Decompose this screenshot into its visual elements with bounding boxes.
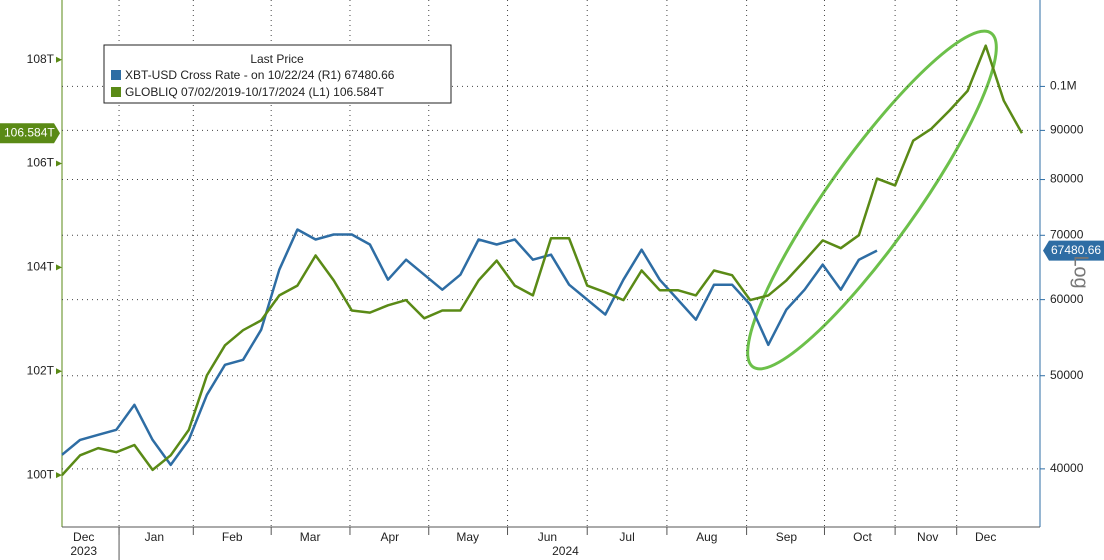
last-value-flag: 67480.66 xyxy=(1043,240,1104,261)
series-line xyxy=(61,228,878,467)
y-tick xyxy=(56,160,62,167)
x-tick-label: Jul xyxy=(619,530,634,544)
x-year-label: 2024 xyxy=(552,544,579,558)
x-tick-label: Oct xyxy=(853,530,872,544)
legend-swatch xyxy=(111,87,121,97)
y2-tick-label: 80000 xyxy=(1050,172,1084,186)
x-tick-label: Jun xyxy=(538,530,557,544)
y2-tick-label: 40000 xyxy=(1050,461,1084,475)
last-value-flag-box xyxy=(0,123,60,144)
y2-tick-label: 0.1M xyxy=(1050,79,1077,93)
x-tick-label: May xyxy=(456,530,479,544)
highlight-ellipse xyxy=(746,29,998,371)
x-tick-label: Apr xyxy=(380,530,399,544)
x-tick-label: Feb xyxy=(222,530,243,544)
x-tick-label: Mar xyxy=(300,530,321,544)
x-tick-label: Aug xyxy=(696,530,717,544)
x-tick-label: Dec xyxy=(73,530,94,544)
y2-tick-label: 50000 xyxy=(1050,368,1084,382)
legend-swatch xyxy=(111,70,121,80)
legend-entry: XBT-USD Cross Rate - on 10/22/24 (R1) 67… xyxy=(125,68,395,82)
legend-box xyxy=(103,44,452,104)
x-tick-label: Dec xyxy=(975,530,996,544)
y-tick xyxy=(56,264,62,271)
last-value-label: 67480.66 xyxy=(1051,243,1101,257)
legend: Last Price XBT-USD Cross Rate - on 10/22… xyxy=(103,44,452,104)
x-tick-label: Jan xyxy=(145,530,164,544)
y2-tick-label: 70000 xyxy=(1050,227,1084,241)
y-tick xyxy=(56,56,62,63)
y-tick-label: 104T xyxy=(27,260,55,274)
y2-tick-label: 90000 xyxy=(1050,123,1084,137)
y-tick-label: 108T xyxy=(27,52,55,66)
y-tick xyxy=(56,472,62,479)
series-line xyxy=(61,44,1023,476)
legend-title: Last Price xyxy=(250,52,304,66)
legend-entry: GLOBLIQ 07/02/2019-10/17/2024 (L1) 106.5… xyxy=(125,85,385,99)
y-tick xyxy=(56,368,62,375)
last-value-label: 106.584T xyxy=(4,125,55,139)
last-value-flag-box xyxy=(1043,240,1104,261)
x-tick-label: Sep xyxy=(776,530,798,544)
x-year-label: 2023 xyxy=(70,544,97,558)
y-tick-label: 106T xyxy=(27,156,55,170)
y-tick-label: 102T xyxy=(27,363,55,377)
x-tick-label: Nov xyxy=(917,530,938,544)
last-value-flag: 106.584T xyxy=(0,123,60,144)
y-tick-label: 100T xyxy=(27,467,55,481)
y2-axis-label: Log xyxy=(1070,255,1092,288)
y2-tick-label: 60000 xyxy=(1050,292,1084,306)
